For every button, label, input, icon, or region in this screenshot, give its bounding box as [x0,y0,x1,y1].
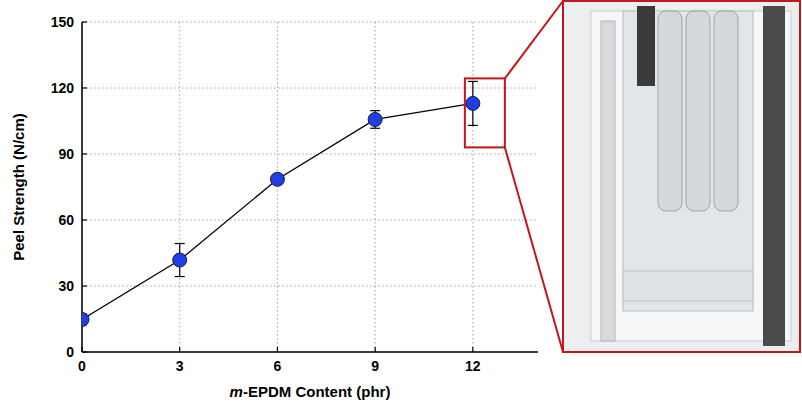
grid-line-y [82,88,538,89]
grid-line-x [82,22,83,352]
y-tick [82,351,87,352]
grid-line-y [82,154,538,155]
plot-marks [82,81,480,326]
point [270,172,284,186]
x-tick-label: 0 [78,358,86,374]
grid-line-x [179,22,180,352]
x-tick-label: 6 [274,358,282,374]
grid-line-x [277,22,278,352]
x-axis-title: m-EPDM Content (phr) [230,383,391,400]
x-axis-title-part: m [230,383,243,400]
photo-strip [601,21,615,341]
y-tick-label: 30 [58,278,74,294]
y-tick [82,153,87,154]
photo-adhesive [686,11,710,211]
photo-bg [563,1,800,352]
grid-line-y [82,352,538,353]
y-axis [81,22,83,352]
error-cap [468,81,478,82]
y-tick-label: 150 [51,14,75,30]
photo-paper [591,11,791,341]
point [82,312,89,326]
grid-line-y [82,220,538,221]
photo-clamp [763,6,785,346]
x-tick-label: 3 [176,358,184,374]
photo-adhesive [714,11,738,211]
point [368,112,382,126]
y-tick-label: 0 [66,344,74,360]
chart: 0 30 60 90 120 150 0 3 6 9 12 m-EPDM Content (phr) P… [0,0,802,415]
photo-adhesive [658,11,682,211]
photo-tape [623,271,753,301]
y-tick-label: 120 [51,80,75,96]
connector [505,147,563,352]
error-cap [468,125,478,126]
inset-photo [563,1,800,352]
x-axis [82,351,538,353]
y-tick-label: 90 [58,146,74,162]
x-tick-label: 9 [371,358,379,374]
y-tick [82,285,87,286]
error-cap [370,110,380,111]
connector [505,1,563,78]
error-cap [175,243,185,244]
highlight-box [465,78,505,147]
grid-line-x [375,22,376,352]
grid-line-y [82,22,538,23]
x-tick [277,347,278,352]
photo-clamp [637,6,655,86]
error-cap [370,128,380,129]
grid-line-x [472,22,473,352]
error-cap [175,276,185,277]
x-tick [472,347,473,352]
y-axis-title: Peel Strength (N/cm) [10,113,27,261]
y-tick-label: 60 [58,212,74,228]
point [173,253,187,267]
x-axis-title-part: -EPDM Content (phr) [243,383,390,400]
x-tick [81,347,82,352]
line [82,103,473,319]
x-tick [179,347,180,352]
y-tick [82,21,87,22]
y-tick [82,87,87,88]
point [466,96,480,110]
x-tick [375,347,376,352]
photo-frame [563,1,800,352]
x-tick-label: 12 [465,358,481,374]
grid-line-y [82,286,538,287]
y-tick [82,219,87,220]
